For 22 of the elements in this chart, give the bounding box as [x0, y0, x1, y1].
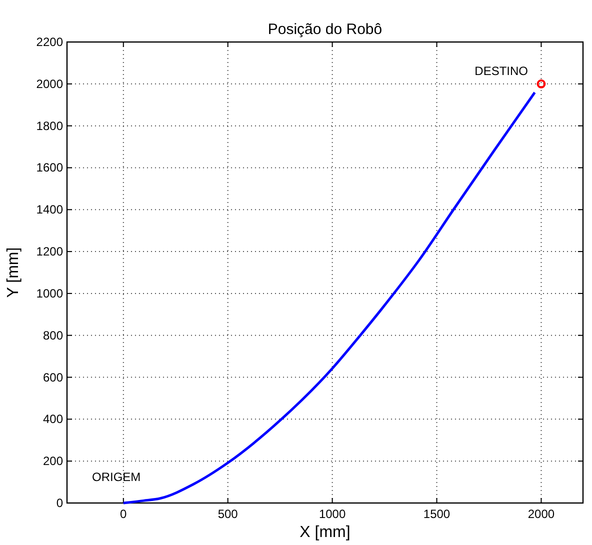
x-tick-label: 1500 [423, 507, 450, 521]
y-tick-label: 1800 [36, 118, 64, 133]
x-tick-label: 1000 [318, 507, 346, 521]
y-tick-label: 1600 [36, 160, 64, 175]
y-tick-label: 400 [42, 412, 64, 426]
y-tick-label: 2200 [36, 35, 64, 49]
x-tick-label: 500 [218, 507, 238, 521]
x-tick-label: 2000 [528, 507, 555, 521]
annotation: ORIGEM [92, 470, 141, 484]
y-tick-label: 1000 [36, 286, 64, 300]
annotation: DESTINO [474, 64, 528, 78]
x-tick-label: 0 [120, 507, 128, 521]
y-axis-title: Y [mm] [5, 247, 22, 298]
y-tick-label: 2000 [36, 76, 64, 91]
y-tick-label: 0 [56, 496, 64, 510]
x-axis-title: X [mm] [300, 524, 350, 541]
y-tick-label: 1400 [36, 202, 64, 217]
y-tick-label: 1200 [36, 244, 64, 259]
y-tick-label: 800 [42, 328, 64, 342]
chart-title: Posição do Robô [268, 21, 382, 38]
y-tick-label: 200 [42, 454, 64, 468]
y-tick-label: 600 [42, 370, 64, 384]
